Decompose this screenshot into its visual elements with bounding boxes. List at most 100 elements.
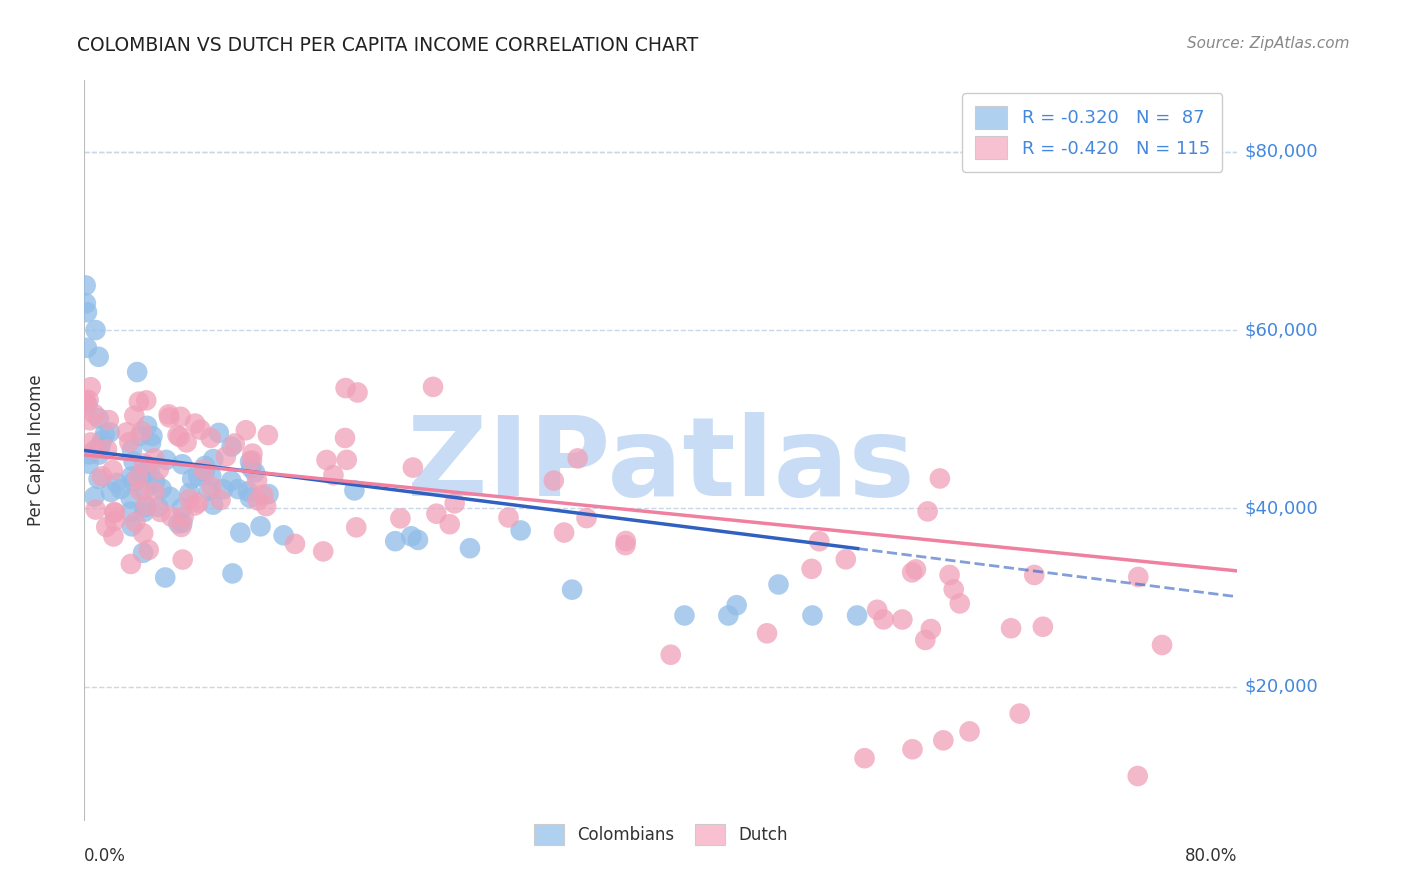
Point: [179, 486, 201, 500]
Point: [252, 488, 274, 502]
Point: [315, 453, 337, 467]
Point: [336, 453, 359, 467]
Point: [89, 439, 111, 453]
Text: $20,000: $20,000: [1244, 678, 1317, 696]
Point: [136, 418, 159, 433]
Point: [143, 451, 166, 466]
Point: [84, 323, 107, 337]
Point: [134, 483, 156, 497]
Point: [87, 472, 110, 486]
Point: [155, 570, 177, 584]
Point: [835, 552, 858, 566]
Point: [458, 541, 481, 556]
Point: [198, 483, 221, 498]
Point: [187, 496, 209, 510]
Point: [240, 461, 263, 475]
Point: [131, 425, 153, 439]
Text: Per Capita Income: Per Capita Income: [27, 375, 45, 526]
Point: [138, 542, 160, 557]
Point: [134, 505, 156, 519]
Text: Source: ZipAtlas.com: Source: ZipAtlas.com: [1187, 36, 1350, 51]
Point: [246, 473, 269, 487]
Point: [77, 392, 100, 407]
Point: [208, 425, 231, 440]
Point: [322, 468, 344, 483]
Point: [155, 453, 177, 467]
Point: [239, 455, 262, 469]
Point: [159, 490, 181, 504]
Point: [673, 608, 696, 623]
Point: [1032, 620, 1054, 634]
Point: [866, 603, 889, 617]
Point: [200, 468, 222, 483]
Point: [389, 511, 412, 525]
Point: [76, 397, 98, 411]
Point: [257, 428, 280, 442]
Point: [1008, 706, 1031, 721]
Point: [443, 496, 465, 510]
Point: [273, 528, 295, 542]
Point: [567, 451, 589, 466]
Point: [928, 471, 950, 485]
Point: [221, 566, 243, 581]
Text: $80,000: $80,000: [1244, 143, 1317, 161]
Point: [87, 411, 110, 425]
Point: [335, 381, 357, 395]
Point: [84, 502, 107, 516]
Point: [236, 484, 259, 499]
Point: [614, 538, 637, 552]
Point: [104, 506, 127, 520]
Point: [201, 480, 224, 494]
Text: $60,000: $60,000: [1244, 321, 1317, 339]
Point: [422, 380, 444, 394]
Point: [170, 520, 193, 534]
Point: [202, 452, 225, 467]
Point: [148, 462, 170, 476]
Point: [127, 365, 149, 379]
Point: [224, 436, 246, 450]
Point: [891, 612, 914, 626]
Point: [808, 534, 831, 549]
Point: [127, 471, 149, 485]
Point: [105, 475, 128, 490]
Point: [1000, 621, 1022, 635]
Point: [122, 475, 145, 489]
Point: [120, 469, 142, 483]
Point: [801, 608, 824, 623]
Point: [87, 448, 110, 462]
Point: [901, 742, 924, 756]
Point: [872, 612, 894, 626]
Point: [219, 474, 242, 488]
Point: [949, 597, 972, 611]
Point: [172, 516, 194, 530]
Point: [141, 429, 163, 443]
Point: [243, 466, 266, 480]
Point: [135, 464, 157, 478]
Point: [240, 453, 263, 467]
Point: [129, 428, 152, 442]
Point: [96, 442, 118, 457]
Point: [333, 431, 356, 445]
Point: [614, 533, 637, 548]
Text: 80.0%: 80.0%: [1185, 847, 1237, 864]
Point: [120, 491, 142, 506]
Point: [425, 507, 447, 521]
Point: [932, 733, 955, 747]
Point: [124, 409, 146, 423]
Legend: Colombians, Dutch: Colombians, Dutch: [526, 816, 796, 853]
Point: [717, 608, 740, 623]
Point: [83, 442, 105, 457]
Point: [103, 529, 125, 543]
Point: [1126, 769, 1149, 783]
Point: [659, 648, 682, 662]
Point: [202, 498, 225, 512]
Point: [172, 552, 194, 566]
Point: [139, 465, 162, 479]
Point: [169, 409, 191, 424]
Point: [129, 483, 152, 498]
Point: [184, 417, 207, 431]
Point: [1024, 568, 1046, 582]
Point: [176, 435, 198, 450]
Point: [75, 296, 97, 310]
Point: [509, 524, 531, 538]
